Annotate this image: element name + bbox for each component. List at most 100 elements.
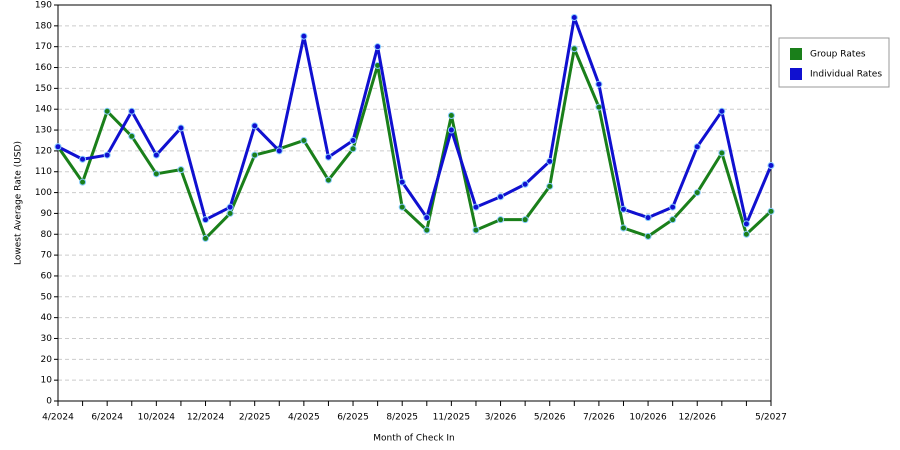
- legend: Group Rates Individual Rates: [778, 37, 890, 88]
- data-point: [226, 203, 234, 211]
- x-tick-label: 6/2025: [337, 413, 369, 423]
- data-point: [398, 178, 406, 186]
- data-point: [447, 126, 455, 134]
- x-tick-label: 3/2026: [485, 413, 517, 423]
- y-tick-label: 150: [35, 84, 52, 94]
- x-tick-label: 12/2026: [679, 413, 717, 423]
- y-tick-label: 50: [41, 292, 53, 302]
- y-tick-label: 70: [41, 251, 53, 261]
- y-tick-label: 20: [41, 355, 53, 365]
- legend-swatch: [790, 48, 802, 60]
- data-point: [570, 45, 578, 53]
- data-point: [177, 124, 185, 132]
- y-axis-label: Lowest Average Rate (USD): [14, 141, 24, 265]
- data-point: [472, 226, 480, 234]
- data-point: [595, 80, 603, 88]
- y-tick-label: 60: [41, 271, 53, 281]
- data-point: [644, 232, 652, 240]
- data-point: [521, 180, 529, 188]
- data-point: [79, 178, 87, 186]
- data-point: [546, 157, 554, 165]
- x-tick-label: 10/2026: [629, 413, 667, 423]
- x-tick-label: 2/2025: [239, 413, 271, 423]
- x-tick-label: 5/2027: [755, 413, 787, 423]
- x-tick-label: 4/2024: [42, 413, 74, 423]
- y-tick-label: 110: [35, 167, 52, 177]
- y-tick-label: 190: [35, 1, 52, 11]
- data-point: [324, 176, 332, 184]
- y-tick-label: 30: [41, 334, 53, 344]
- data-point: [669, 203, 677, 211]
- x-axis-label: Month of Check In: [373, 434, 455, 444]
- plot-area: [58, 5, 771, 401]
- data-point: [202, 216, 210, 224]
- y-tick-label: 130: [35, 126, 52, 136]
- y-tick-label: 120: [35, 146, 52, 156]
- data-point: [767, 207, 775, 215]
- data-point: [202, 234, 210, 242]
- data-point: [742, 220, 750, 228]
- data-point: [103, 151, 111, 159]
- plot-frame: [57, 4, 772, 402]
- data-point: [251, 122, 259, 130]
- x-tick-label: 11/2025: [433, 413, 470, 423]
- data-point: [742, 230, 750, 238]
- data-point: [103, 107, 111, 115]
- data-point: [619, 224, 627, 232]
- x-tick-label: 7/2026: [583, 413, 615, 423]
- data-point: [570, 14, 578, 22]
- data-point: [177, 166, 185, 174]
- data-point: [324, 153, 332, 161]
- data-point: [300, 32, 308, 40]
- data-point: [423, 214, 431, 222]
- data-point: [349, 136, 357, 144]
- data-point: [472, 203, 480, 211]
- data-point: [669, 216, 677, 224]
- data-point: [546, 182, 554, 190]
- y-tick-label: 100: [35, 188, 52, 198]
- legend-swatch: [790, 68, 802, 80]
- data-point: [497, 193, 505, 201]
- data-point: [152, 170, 160, 178]
- data-point: [398, 203, 406, 211]
- x-tick-label: 10/2024: [138, 413, 176, 423]
- legend-label: Individual Rates: [810, 70, 882, 80]
- data-point: [619, 205, 627, 213]
- data-point: [275, 147, 283, 155]
- data-point: [226, 209, 234, 217]
- data-point: [595, 103, 603, 111]
- y-tick-label: 80: [41, 230, 53, 240]
- data-point: [718, 149, 726, 157]
- data-point: [79, 155, 87, 163]
- x-tick-label: 6/2024: [91, 413, 123, 423]
- data-point: [374, 43, 382, 51]
- data-point: [644, 214, 652, 222]
- y-tick-label: 10: [41, 376, 53, 386]
- y-tick-label: 170: [35, 42, 52, 52]
- data-point: [54, 143, 62, 151]
- data-point: [693, 143, 701, 151]
- data-point: [349, 145, 357, 153]
- data-point: [128, 132, 136, 140]
- y-tick-label: 180: [35, 21, 52, 31]
- data-point: [767, 161, 775, 169]
- data-point: [693, 189, 701, 197]
- data-point: [300, 136, 308, 144]
- data-point: [521, 216, 529, 224]
- series-line: [57, 16, 773, 226]
- y-tick-label: 90: [41, 209, 53, 219]
- data-point: [423, 226, 431, 234]
- data-point: [251, 151, 259, 159]
- data-point: [447, 111, 455, 119]
- legend-label: Group Rates: [810, 50, 866, 60]
- data-point: [128, 107, 136, 115]
- x-tick-label: 5/2026: [534, 413, 566, 423]
- x-tick-label: 12/2024: [187, 413, 225, 423]
- series-line: [56, 47, 773, 240]
- x-tick-label: 4/2025: [288, 413, 320, 423]
- data-point: [718, 107, 726, 115]
- data-point: [152, 151, 160, 159]
- y-tick-label: 140: [35, 105, 52, 115]
- y-tick-label: 40: [41, 313, 53, 323]
